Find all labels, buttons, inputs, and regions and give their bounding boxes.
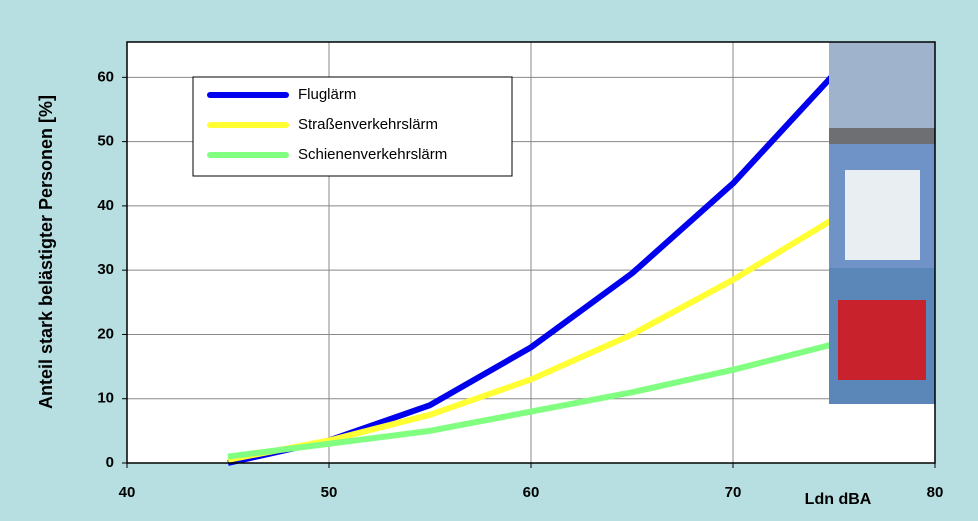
y-tick-label: 0 xyxy=(106,454,114,471)
x-tick-label: 50 xyxy=(321,484,338,501)
photos xyxy=(829,42,935,404)
y-tick-label: 30 xyxy=(97,261,114,278)
y-axis-label: Anteil stark belästigter Personen [%] xyxy=(36,95,56,409)
photo-train-body xyxy=(838,300,926,380)
photo-truck-cab xyxy=(845,170,920,260)
legend-label: Schienenverkehrslärm xyxy=(298,146,447,163)
legend: Fluglärm Straßenverkehrslärm Schienenverke… xyxy=(193,77,512,176)
x-tick-label: 70 xyxy=(725,484,742,501)
x-tick-label: 80 xyxy=(927,484,944,501)
y-tick-label: 20 xyxy=(97,325,114,342)
y-tick-label: 40 xyxy=(97,197,114,214)
x-tick-label: 40 xyxy=(119,484,136,501)
legend-label: Straßenverkehrslärm xyxy=(298,116,438,133)
y-tick-label: 50 xyxy=(97,133,114,150)
photo-runway xyxy=(829,128,935,144)
y-tick-label: 60 xyxy=(97,68,114,85)
y-tick-label: 10 xyxy=(97,390,114,407)
x-tick-label: 60 xyxy=(523,484,540,501)
chart: Fluglärm Straßenverkehrslärm Schienenverke… xyxy=(0,0,978,521)
x-axis-label: Ldn dBA xyxy=(805,491,872,508)
legend-label: Fluglärm xyxy=(298,86,356,103)
